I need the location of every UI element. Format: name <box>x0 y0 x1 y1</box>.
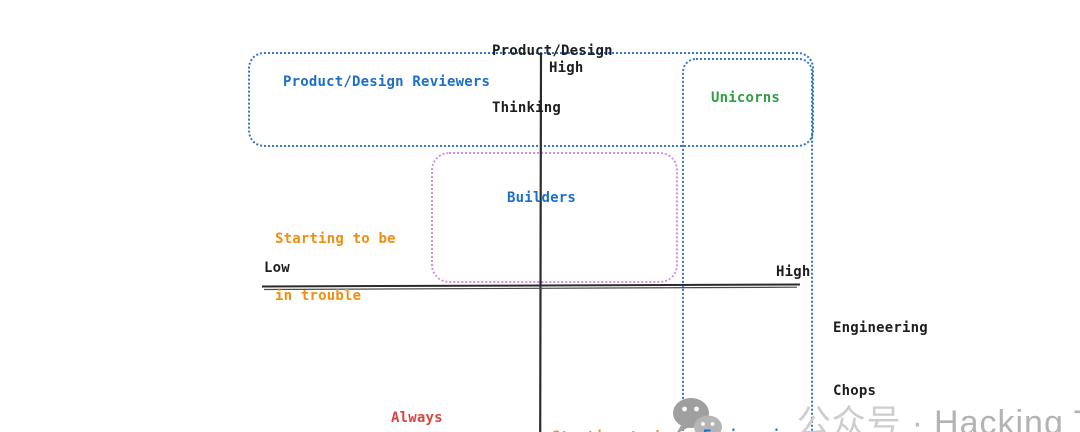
y-axis-high-label: High <box>549 60 584 76</box>
region-label-unicorns: Unicorns <box>711 90 781 106</box>
region-label-builders: Builders <box>507 190 577 206</box>
watermark: 公众号 · Hacking Time <box>670 356 1080 432</box>
watermark-name: Hacking Time <box>934 404 1080 432</box>
annotation-mid-left-trouble: Starting to be in trouble <box>275 231 396 304</box>
unicorns-engineering-reviewers-box <box>682 58 813 432</box>
annotation-bottom-center-trouble: Starting to be in trouble <box>552 385 673 432</box>
x-axis-title: Engineering Chops <box>833 320 928 399</box>
product-design-reviewers-box <box>248 52 814 147</box>
y-axis-title: Product/Design Thinking <box>492 43 613 116</box>
annotation-bottom-left-trouble: Always in trouble <box>391 410 443 426</box>
watermark-publisher: 公众号 <box>796 404 902 432</box>
x-axis-high-label: High <box>776 264 811 280</box>
watermark-text: 公众号 · Hacking Time <box>734 356 1080 432</box>
watermark-separator: · <box>911 404 925 432</box>
wechat-icon <box>673 397 722 432</box>
region-label-product-design-reviewers: Product/Design Reviewers <box>283 74 491 90</box>
x-axis-low-label: Low <box>264 260 290 276</box>
builders-box <box>431 152 678 283</box>
region-label-engineering-reviewers: Engineering Reviewers <box>703 384 798 432</box>
